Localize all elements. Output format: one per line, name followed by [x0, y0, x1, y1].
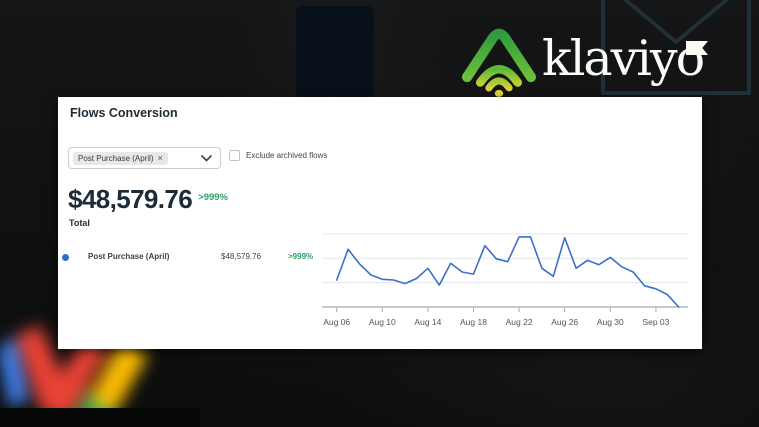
- background-bottom-strip: [0, 408, 200, 427]
- x-tick-label: Aug 18: [460, 317, 487, 327]
- flow-filter-dropdown[interactable]: Post Purchase (April) ×: [68, 147, 221, 169]
- klaviyo-flag-icon: [686, 41, 708, 55]
- klaviyo-logo: klaviyo: [458, 24, 718, 102]
- x-tick-label: Sep 03: [642, 317, 669, 327]
- selected-flow-tag[interactable]: Post Purchase (April) ×: [73, 151, 168, 165]
- remove-tag-icon[interactable]: ×: [157, 153, 163, 163]
- card-title: Flows Conversion: [70, 106, 178, 120]
- x-tick-label: Aug 30: [597, 317, 624, 327]
- klaviyo-beacon-icon: [461, 28, 537, 97]
- series-dot-icon: [62, 254, 69, 261]
- legend-series-label: Post Purchase (April): [88, 252, 170, 261]
- exclude-archived-checkbox[interactable]: [229, 150, 240, 161]
- x-tick-label: Aug 06: [323, 317, 350, 327]
- legend-series-value: $48,579.76: [221, 252, 262, 261]
- selected-flow-tag-label: Post Purchase (April): [78, 153, 154, 163]
- exclude-archived-label: Exclude archived flows: [246, 151, 328, 160]
- x-tick-label: Aug 14: [414, 317, 441, 327]
- total-delta-badge: >999%: [198, 192, 228, 203]
- chevron-down-icon: [201, 154, 212, 161]
- legend-series-delta: >999%: [288, 252, 314, 261]
- flows-conversion-card: Flows Conversion Post Purchase (April) ×…: [58, 97, 702, 349]
- total-label: Total: [69, 218, 90, 228]
- klaviyo-wordmark: klaviyo: [542, 30, 705, 87]
- series-line: [335, 236, 680, 308]
- legend-row-post-purchase[interactable]: Post Purchase (April) $48,579.76 >999%: [62, 251, 318, 265]
- total-conversion-value: $48,579.76: [68, 184, 193, 214]
- x-tick-label: Aug 22: [506, 317, 533, 327]
- summary-row: $48,579.76 >999%: [68, 185, 228, 213]
- conversion-line-chart[interactable]: Aug 06 Aug 10 Aug 14 Aug 18 Aug 22 Aug 26 Aug …: [318, 228, 703, 333]
- x-tick-label: Aug 26: [551, 317, 578, 327]
- exclude-archived-row: Exclude archived flows: [229, 150, 327, 161]
- x-tick-label: Aug 10: [369, 317, 396, 327]
- background-monitor-shape: [296, 6, 374, 98]
- envelope-illustration-icon: [601, 0, 751, 95]
